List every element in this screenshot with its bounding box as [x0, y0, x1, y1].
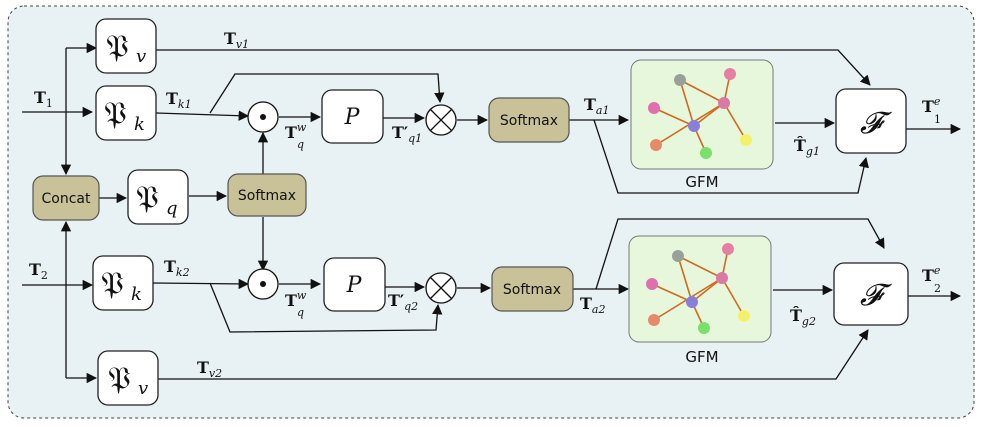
- label-Tq1-prime: T′q1: [392, 123, 422, 145]
- p-bottom-label: P: [346, 273, 363, 298]
- proj-v-top-symbol: 𝔓: [106, 27, 129, 65]
- gfm-bottom-block: GFM: [628, 235, 772, 366]
- edges: [22, 42, 962, 384]
- label-Tg2-hat: T̂g2: [790, 306, 816, 328]
- proj-k-top-symbol: 𝔓: [104, 94, 127, 132]
- label-Ta2: Ta2: [580, 294, 605, 316]
- concat-label: Concat: [42, 191, 91, 207]
- outer-product-bottom-op: [425, 272, 457, 304]
- proj-v-bottom-block: 𝔓 v: [97, 350, 159, 406]
- proj-q-symbol: 𝔓: [136, 178, 159, 216]
- label-Tq2-prime: T′q2: [388, 291, 418, 313]
- proj-v-bottom-sub: v: [138, 378, 148, 399]
- p-top-label: P: [344, 105, 361, 130]
- proj-v-bottom-symbol: 𝔓: [108, 359, 131, 397]
- edge-labels: T1 T2 Tv1 Tk1 Tk2 Tv2 Tw q Tw q T′q1 T′q…: [29, 29, 941, 380]
- proj-k-bottom-symbol: 𝔓: [101, 264, 124, 302]
- hadamard-top-op: [247, 101, 279, 133]
- softmax-bottom-block: Softmax: [491, 266, 574, 312]
- label-Tg1-hat: T̂g1: [794, 136, 820, 158]
- outer-product-top-op: [425, 104, 457, 136]
- label-Tqw-bottom: Tw: [285, 289, 307, 310]
- hadamard-bottom-op: [247, 268, 279, 300]
- proj-v-top-block: 𝔓 v: [95, 18, 157, 74]
- label-Tv2: Tv2: [197, 358, 222, 380]
- softmax-middle-block: Softmax: [227, 173, 307, 217]
- label-T1e-sub: 1: [934, 113, 941, 126]
- label-Tqw-top-sub: q: [297, 138, 304, 151]
- fusion-top-block: 𝓕: [835, 88, 907, 154]
- gfm-top-block: GFM: [630, 59, 774, 191]
- proj-k-bottom-block: 𝔓 k: [92, 255, 154, 311]
- softmax-top-label: Softmax: [500, 113, 558, 129]
- graph-top-nodes: [648, 68, 752, 159]
- label-T1: T1: [34, 88, 53, 110]
- proj-v-top-sub: v: [136, 46, 146, 67]
- softmax-top-block: Softmax: [488, 97, 570, 143]
- softmax-bottom-label: Softmax: [503, 282, 561, 298]
- label-Tqw-bottom-sub: q: [297, 306, 304, 319]
- label-Tv1: Tv1: [224, 29, 249, 51]
- proj-q-block: 𝔓 q: [127, 169, 189, 225]
- proj-k-top-block: 𝔓 k: [95, 85, 157, 141]
- proj-q-sub: q: [166, 198, 178, 219]
- softmax-middle-label: Softmax: [238, 188, 296, 204]
- graph-bottom-nodes: [646, 243, 750, 334]
- label-Tk2: Tk2: [164, 257, 190, 279]
- proj-k-top-sub: k: [134, 114, 145, 135]
- gfm-top-label: GFM: [685, 173, 718, 191]
- label-T2e-sub: 2: [934, 282, 941, 295]
- p-top-block: P: [321, 89, 384, 144]
- gfm-bottom-label: GFM: [685, 348, 718, 366]
- p-bottom-block: P: [323, 257, 386, 312]
- label-Tk1: Tk1: [166, 89, 192, 111]
- label-Tqw-top: Tw: [285, 121, 307, 142]
- concat-block: Concat: [32, 175, 100, 221]
- label-T2e: Te: [922, 264, 941, 285]
- label-T1e: Te: [922, 95, 941, 116]
- proj-k-bottom-sub: k: [131, 284, 142, 305]
- label-T2: T2: [29, 260, 48, 282]
- label-Ta1: Ta1: [584, 95, 609, 117]
- fusion-bottom-block: 𝓕: [833, 262, 909, 326]
